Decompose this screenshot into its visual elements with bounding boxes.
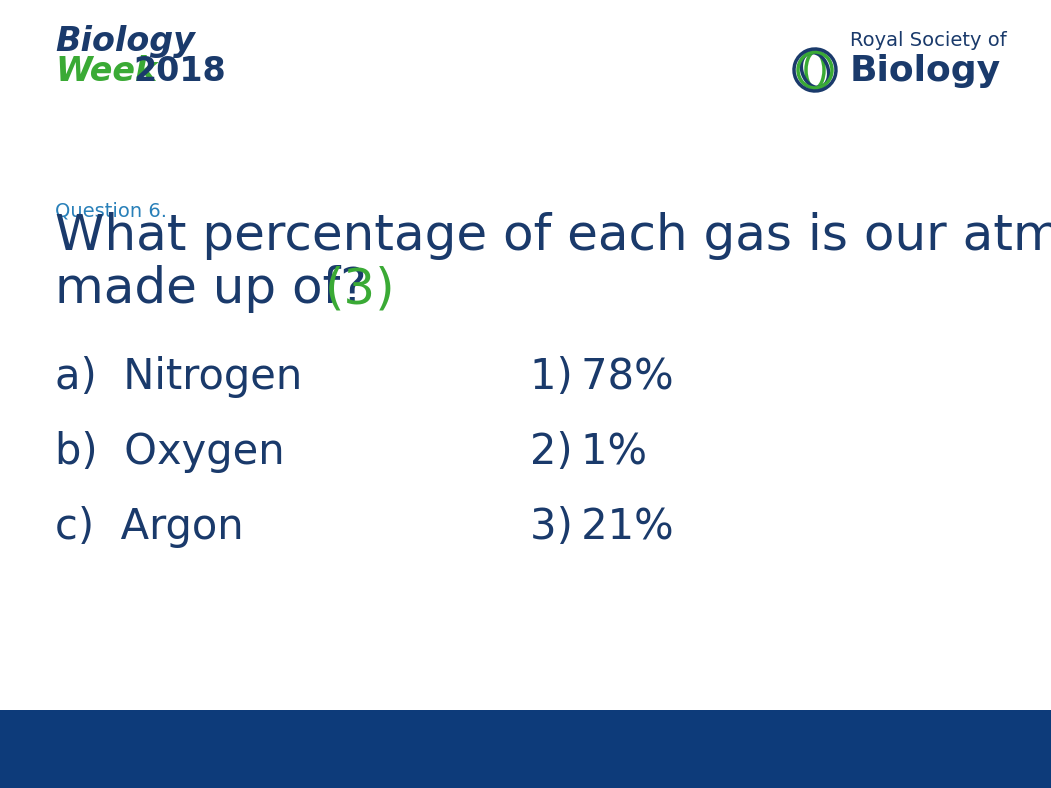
Bar: [0, 710, 1051, 788]
Text: c)  Argon: c) Argon: [55, 506, 244, 548]
Text: Question 6.: Question 6.: [55, 201, 167, 220]
Text: b)  Oxygen: b) Oxygen: [55, 431, 285, 473]
Text: 2018: 2018: [133, 55, 226, 88]
Text: 3) 21%: 3) 21%: [530, 506, 674, 548]
Text: Week: Week: [55, 55, 158, 88]
Text: 2) 1%: 2) 1%: [530, 431, 647, 473]
Text: Royal Society of: Royal Society of: [850, 31, 1007, 50]
Text: Biology: Biology: [55, 25, 194, 58]
Text: (3): (3): [325, 265, 395, 313]
Text: Biology: Biology: [850, 54, 1002, 88]
Text: a)  Nitrogen: a) Nitrogen: [55, 356, 303, 398]
Text: made up of?: made up of?: [55, 265, 383, 313]
Text: 1) 78%: 1) 78%: [530, 356, 674, 398]
Text: What percentage of each gas is our atmosphere: What percentage of each gas is our atmos…: [55, 212, 1051, 260]
